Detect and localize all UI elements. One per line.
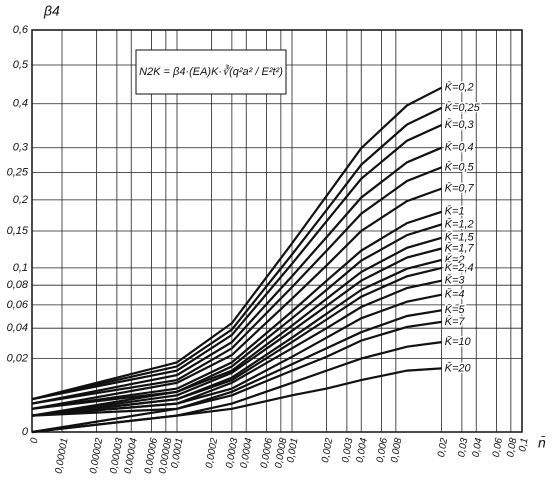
x-tick-label: 0,0001 bbox=[169, 437, 185, 469]
x-tick-label: 0,03 bbox=[456, 437, 470, 459]
curve-label: K̄=2,4 bbox=[445, 261, 474, 274]
x-tick-label: 0,0008 bbox=[273, 437, 289, 469]
y-tick-label: 0,5 bbox=[13, 59, 29, 71]
curve bbox=[31, 266, 442, 417]
y-tick-label: 0 bbox=[22, 426, 29, 438]
x-tick-label: 0,02 bbox=[436, 437, 450, 459]
curve bbox=[31, 236, 442, 417]
curve bbox=[31, 123, 443, 401]
curve-label: K̄=1,7 bbox=[445, 242, 475, 255]
curve-label: K̄=3 bbox=[445, 274, 466, 287]
x-tick-label: 0,004 bbox=[355, 437, 370, 464]
x-tick-label: 0,0002 bbox=[204, 437, 220, 469]
curve-label: K̄=5 bbox=[445, 304, 466, 317]
curve bbox=[31, 367, 442, 434]
y-tick-label: 0,2 bbox=[13, 194, 28, 206]
x-axis-label: n̄ bbox=[538, 435, 546, 451]
curve-label: K̄=2 bbox=[445, 253, 465, 266]
x-tick-label: 0 bbox=[29, 437, 41, 445]
y-tick-label: 0,6 bbox=[13, 24, 29, 36]
curve bbox=[31, 166, 443, 405]
curve bbox=[31, 146, 443, 405]
curve-label: K̄=0,5 bbox=[445, 161, 475, 174]
x-tick-label: 0,003 bbox=[340, 437, 355, 464]
plot-frame bbox=[31, 29, 523, 433]
x-tick-label: 0,0003 bbox=[224, 437, 240, 469]
y-tick-label: 0,1 bbox=[13, 262, 28, 274]
curve bbox=[31, 187, 442, 410]
x-tick-label: 0,006 bbox=[375, 437, 390, 464]
curve bbox=[31, 279, 442, 417]
y-tick-label: 0,08 bbox=[7, 279, 29, 291]
curve-label: K̄=0,7 bbox=[445, 182, 475, 195]
x-tick-label: 0,1 bbox=[517, 437, 530, 453]
x-tick-label: 0,06 bbox=[491, 437, 505, 459]
y-tick-label: 0,02 bbox=[7, 353, 28, 365]
curve-label: K̄=1,5 bbox=[445, 231, 475, 244]
x-tick-label: 0,0006 bbox=[259, 437, 275, 469]
y-tick-label: 0,04 bbox=[7, 322, 28, 334]
curve bbox=[31, 293, 442, 417]
y-tick-label: 0,15 bbox=[7, 225, 29, 237]
x-tick-label: 0,002 bbox=[320, 437, 335, 464]
y-tick-label: 0,25 bbox=[7, 166, 29, 178]
curve bbox=[31, 106, 443, 401]
curve-label: K̄=1 bbox=[445, 205, 465, 218]
y-tick-label: 0,3 bbox=[13, 142, 29, 154]
curve bbox=[31, 320, 442, 434]
curve bbox=[31, 247, 442, 417]
curve-label: K̄=4 bbox=[445, 288, 465, 301]
curve-label: K̄=0,4 bbox=[445, 141, 474, 154]
x-tick-label: 0,001 bbox=[285, 437, 300, 464]
formula: N2K = β4·(EA)K·∛(q²a² / E²t²) bbox=[139, 64, 283, 78]
y-tick-label: 0,06 bbox=[7, 299, 29, 311]
curve-label: K̄=7 bbox=[445, 315, 466, 328]
y-tick-label: 0,4 bbox=[13, 98, 28, 110]
x-tick-label: 0,00001 bbox=[53, 437, 70, 475]
x-tick-label: 0,0004 bbox=[239, 437, 255, 469]
curve bbox=[31, 86, 443, 401]
x-tick-label: 0,08 bbox=[505, 437, 519, 459]
curve-label: K̄=0,25 bbox=[445, 101, 481, 114]
curve bbox=[31, 210, 442, 410]
y-axis-label: β4 bbox=[43, 3, 60, 19]
formula-box bbox=[135, 49, 287, 95]
curve-label: K̄=0,2 bbox=[445, 81, 474, 94]
curve-label: K̄=1,2 bbox=[445, 218, 474, 231]
x-tick-label: 0,00002 bbox=[88, 437, 105, 475]
curve-label: K̄=0,3 bbox=[445, 118, 475, 131]
x-tick-label: 0,008 bbox=[389, 437, 404, 464]
x-tick-label: 0,00004 bbox=[123, 437, 140, 475]
curve-label: K̄=10 bbox=[445, 335, 472, 348]
curve-label: K̄=20 bbox=[445, 362, 472, 375]
x-tick-label: 0,04 bbox=[471, 437, 485, 459]
